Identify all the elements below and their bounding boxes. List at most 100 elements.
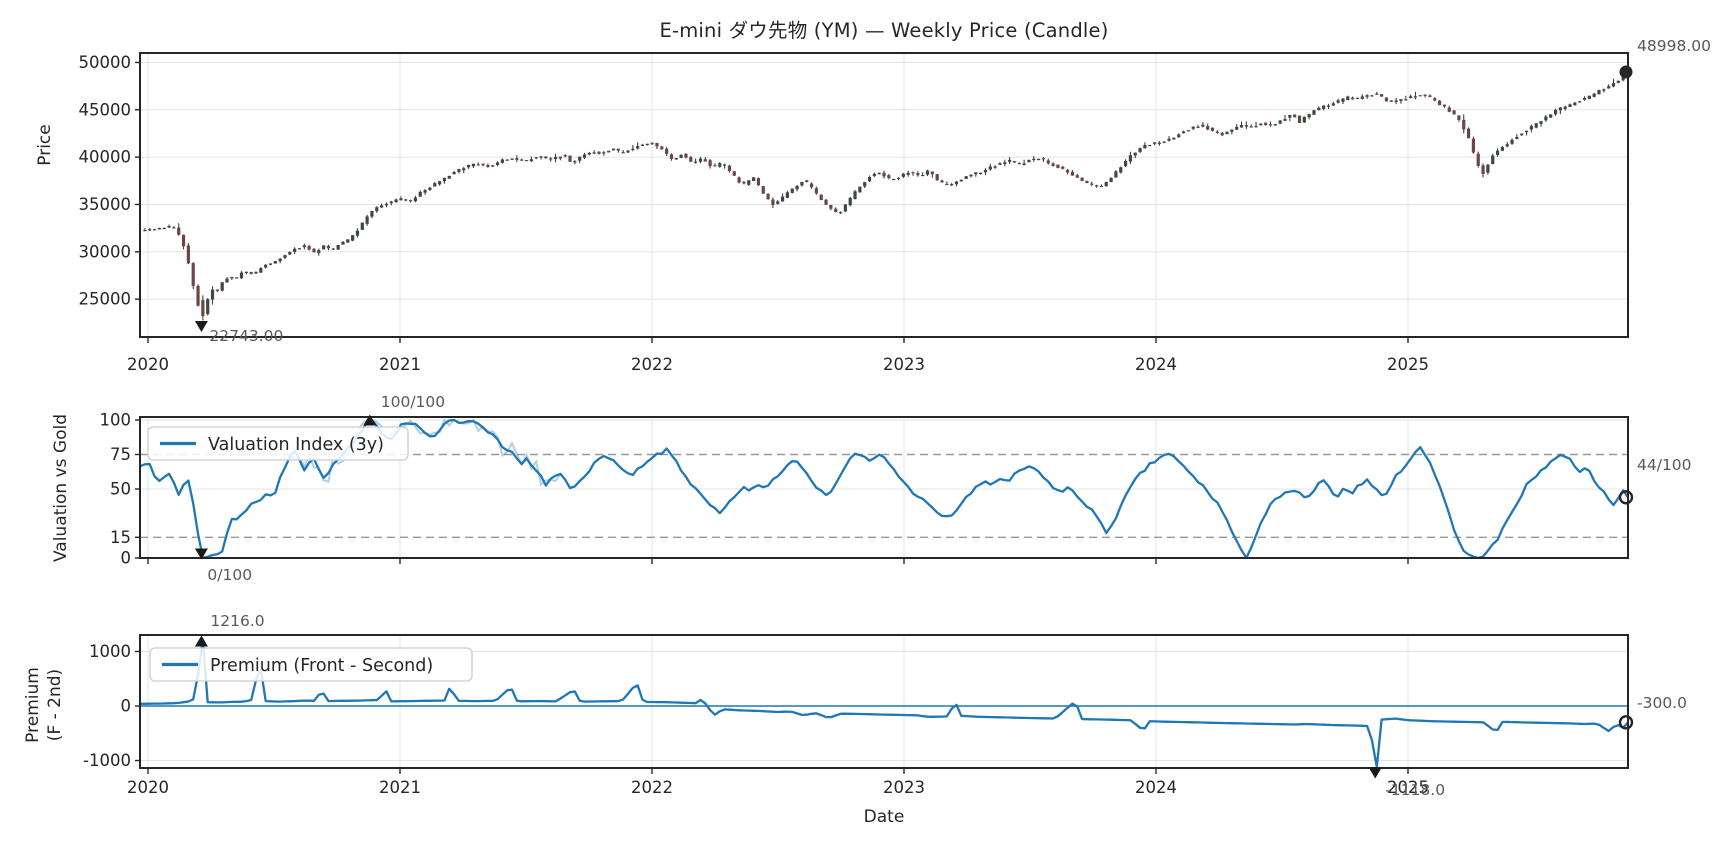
- x-tick-label-bottom: 2023: [883, 778, 925, 797]
- y-tick-label: 15: [110, 528, 131, 547]
- candle-body: [423, 190, 427, 193]
- candle-body: [843, 204, 847, 212]
- candle-body: [1070, 171, 1075, 176]
- candle-body: [723, 164, 727, 166]
- candle-body: [143, 230, 147, 232]
- legend-label: Valuation Index (3y): [208, 435, 384, 455]
- candle-body: [1380, 94, 1384, 97]
- candle-body: [476, 164, 480, 166]
- candle-body: [148, 229, 152, 231]
- candle-body: [1109, 177, 1113, 183]
- candle-body: [1539, 121, 1543, 124]
- candle-body: [1351, 97, 1355, 100]
- candle-body: [631, 148, 635, 151]
- candle-body: [660, 146, 664, 150]
- candle-body: [621, 152, 625, 154]
- candle-body: [428, 187, 432, 190]
- candle-body: [331, 248, 335, 250]
- candle-body: [867, 176, 872, 182]
- candle-body: [491, 165, 495, 167]
- candle-body: [790, 188, 794, 193]
- candle-body: [1239, 124, 1244, 128]
- candle-body: [307, 246, 311, 250]
- candle-body: [1346, 96, 1350, 101]
- candle-body: [863, 182, 867, 187]
- candle-body: [1394, 100, 1398, 103]
- candle-body: [1152, 142, 1157, 144]
- candle-body: [645, 143, 649, 146]
- candle-body: [795, 185, 799, 190]
- candle-body: [848, 197, 852, 206]
- candle-body: [1061, 166, 1065, 169]
- candle-body: [273, 261, 277, 264]
- candle-body: [1148, 144, 1152, 147]
- candle-body: [1297, 115, 1302, 123]
- candle-body: [756, 178, 761, 186]
- candle-body: [341, 241, 345, 245]
- valuation-panel-border: [139, 416, 1629, 559]
- y-tick-label: 35000: [79, 195, 132, 214]
- candle-body: [1225, 131, 1229, 135]
- candle-body: [650, 143, 654, 145]
- candle-body: [486, 165, 490, 168]
- candle-body: [1616, 80, 1620, 83]
- candle-body: [882, 172, 886, 177]
- candle-body: [1268, 124, 1273, 126]
- x-tick-label-bottom: 2025: [1387, 778, 1429, 797]
- candle-body: [563, 155, 567, 157]
- candle-body: [1201, 124, 1205, 127]
- candle-body: [1283, 119, 1287, 121]
- candle-body: [761, 186, 765, 194]
- candle-body: [887, 175, 891, 179]
- candle-body: [235, 277, 239, 279]
- candle-body: [1597, 90, 1601, 95]
- candle-body: [896, 177, 901, 179]
- candle-body: [1341, 98, 1345, 102]
- max-marker-icon: [194, 635, 208, 647]
- candle-body: [351, 235, 355, 241]
- x-tick-label-top: 2024: [1135, 355, 1177, 374]
- candle-body: [418, 191, 422, 197]
- candle-body: [1056, 164, 1060, 169]
- candle-body: [389, 201, 393, 204]
- candle-body: [206, 299, 210, 315]
- x-tick-label-top: 2023: [883, 355, 925, 374]
- candle-body: [1041, 158, 1046, 160]
- candle-body: [534, 157, 538, 159]
- candle-body: [1573, 102, 1577, 106]
- candle-body: [172, 227, 176, 229]
- candle-body: [892, 178, 896, 181]
- candle-body: [210, 289, 215, 300]
- candle-body: [766, 193, 770, 200]
- candle-body: [1162, 141, 1166, 143]
- candle-body: [578, 156, 582, 161]
- candle-body: [297, 248, 302, 250]
- candle-body: [1254, 126, 1258, 128]
- candle-body: [616, 148, 620, 151]
- candle-body: [945, 183, 949, 186]
- candle-body: [1510, 139, 1514, 144]
- candle-body: [689, 157, 693, 162]
- candle-body: [1471, 138, 1476, 153]
- max-marker-icon: [363, 414, 377, 426]
- candle-body: [1587, 95, 1591, 100]
- candle-body: [1235, 126, 1239, 130]
- candle-body: [1423, 94, 1427, 96]
- candle-body: [1375, 93, 1379, 95]
- candle-body: [1066, 170, 1070, 173]
- y-tick-label: 25000: [79, 290, 132, 309]
- candle-body: [974, 172, 978, 175]
- candle-body: [380, 205, 384, 208]
- candle-body: [1017, 163, 1021, 165]
- candle-body: [1080, 177, 1084, 182]
- candle-body: [322, 245, 326, 250]
- candle-body: [215, 289, 219, 291]
- x-tick-label-bottom: 2022: [631, 778, 673, 797]
- candle-body: [998, 163, 1002, 165]
- valuation-last-marker-icon: [1618, 490, 1634, 505]
- candle-body: [1399, 99, 1403, 101]
- candle-body: [1312, 110, 1316, 115]
- candle-body: [177, 227, 181, 235]
- candle-body: [1090, 183, 1094, 185]
